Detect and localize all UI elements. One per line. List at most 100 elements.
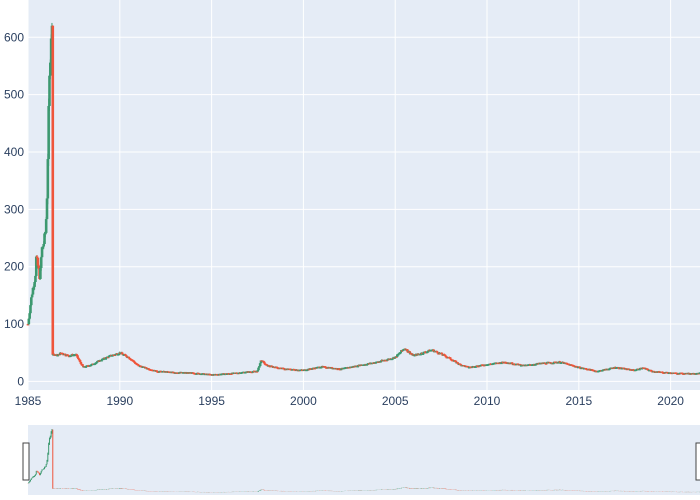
candle-body	[133, 361, 136, 363]
candle-body	[81, 364, 84, 366]
candle-body	[48, 75, 51, 106]
candle-body	[675, 372, 678, 375]
candle-body	[136, 364, 140, 366]
candle-body	[95, 362, 98, 364]
candle-body	[448, 357, 452, 359]
candle-body	[144, 367, 148, 369]
x-tick-label: 2010	[474, 394, 501, 408]
y-tick-label: 300	[4, 202, 24, 216]
candle-body	[552, 362, 555, 365]
x-tick-label: 1990	[106, 394, 133, 408]
rangeslider-preview	[27, 429, 700, 493]
candle-body	[443, 354, 447, 357]
candle-body	[459, 364, 463, 366]
candle-body	[36, 257, 40, 266]
candle-body	[256, 370, 259, 372]
candle-body	[30, 294, 34, 298]
candle-body	[34, 275, 37, 283]
candle-body	[330, 367, 334, 369]
rangeslider-left-handle[interactable]	[22, 442, 30, 481]
candle-body	[338, 368, 341, 370]
candle-body	[405, 349, 409, 352]
x-tick-label: 2015	[565, 394, 592, 408]
candle-body	[324, 366, 327, 368]
candle-body	[147, 368, 150, 370]
candle-body	[454, 360, 458, 363]
candle-body	[320, 366, 323, 369]
candle-body	[125, 355, 128, 357]
candle-body	[30, 297, 33, 306]
y-tick-label: 600	[4, 30, 24, 44]
rangeslider-right-handle[interactable]	[695, 442, 700, 481]
candle-body	[84, 366, 88, 368]
candle-body	[391, 358, 394, 360]
candle-body	[121, 353, 125, 356]
candle-body	[113, 354, 117, 357]
candle-body	[127, 356, 131, 359]
candle-body	[395, 356, 398, 358]
candle-body	[79, 361, 83, 364]
candle-body	[440, 352, 444, 355]
x-tick-label: 1995	[198, 394, 225, 408]
candle-body	[258, 366, 261, 368]
candle-body	[67, 354, 70, 357]
candle-body	[132, 360, 136, 362]
candle-body	[47, 105, 50, 160]
y-tick-label: 400	[4, 145, 24, 159]
candle-body	[519, 364, 522, 366]
main-plot-area	[28, 0, 700, 390]
candle-body	[42, 244, 45, 247]
candle-body	[29, 305, 32, 314]
candle-body	[619, 367, 623, 369]
candle-body	[398, 352, 402, 355]
candle-body	[650, 370, 654, 372]
candle-body	[257, 367, 260, 371]
candle-body	[78, 360, 82, 362]
candle-body	[510, 362, 514, 364]
grid	[27, 0, 700, 390]
candle-body	[558, 361, 562, 363]
candle-body	[49, 62, 52, 76]
candle-body	[41, 246, 45, 248]
candle-body	[339, 368, 343, 371]
candle-body	[26, 324, 30, 326]
candle-body	[110, 355, 114, 357]
candle-body	[56, 355, 60, 357]
candle-body	[617, 367, 621, 369]
candle-body	[661, 371, 664, 374]
candle-body	[476, 366, 480, 368]
candle-body	[77, 357, 80, 360]
candle-body	[420, 352, 424, 355]
candle-body	[543, 362, 547, 364]
candle-body	[681, 372, 684, 375]
candle-body	[638, 369, 641, 371]
x-axis-ticks: 1985 1990 1995 2000 2005 2010 2015 2020	[15, 394, 685, 408]
candles	[26, 22, 700, 376]
y-tick-label: 100	[4, 317, 24, 331]
candle-body	[474, 366, 478, 368]
candle-body	[45, 198, 49, 220]
candle-body	[32, 286, 36, 289]
candle-body	[578, 366, 582, 369]
candle-body	[31, 287, 35, 295]
candle-body	[436, 352, 440, 354]
y-tick-label: 500	[4, 88, 24, 102]
candle-body	[120, 352, 124, 354]
candle-body	[262, 360, 265, 363]
candle-body	[129, 358, 132, 360]
candle-body	[35, 256, 39, 259]
candle-body	[100, 360, 103, 362]
candle-body	[396, 354, 400, 356]
candle-body	[33, 282, 36, 287]
x-tick-label: 2020	[657, 394, 684, 408]
x-tick-label: 2005	[382, 394, 409, 408]
rangeslider-background[interactable]	[28, 425, 700, 495]
candle-body	[698, 372, 700, 374]
candle-body	[408, 351, 412, 354]
candle-body	[557, 362, 560, 364]
candle-body	[115, 353, 119, 355]
candle-body	[51, 25, 55, 355]
candle-body	[467, 366, 470, 368]
candle-body	[106, 356, 110, 359]
